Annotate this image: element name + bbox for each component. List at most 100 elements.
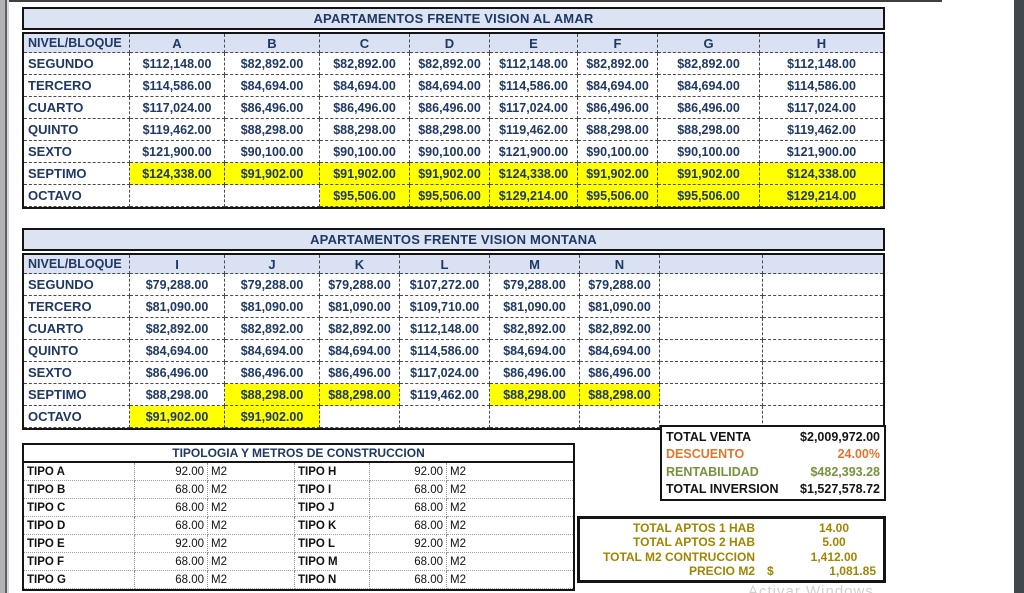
price-cell[interactable]: $88,298.00 (320, 384, 400, 406)
col-header-J[interactable]: J (225, 255, 320, 274)
price-cell[interactable]: $95,506.00 (410, 185, 490, 207)
price-cell[interactable] (490, 406, 580, 428)
col-header-I[interactable]: I (130, 255, 225, 274)
price-cell[interactable]: $84,694.00 (658, 75, 760, 97)
units-value[interactable]: 14.00 (818, 520, 850, 535)
tipo-m2-unit[interactable]: M2 (208, 535, 295, 553)
price-cell[interactable]: $84,694.00 (225, 75, 320, 97)
price-cell[interactable]: $82,892.00 (578, 53, 658, 75)
tipo-m2-value[interactable]: 92.00 (135, 463, 208, 481)
price-cell[interactable]: $121,900.00 (130, 141, 225, 163)
price-cell[interactable]: $86,496.00 (320, 362, 400, 384)
price-cell[interactable]: $119,462.00 (490, 119, 578, 141)
col-header-K[interactable]: K (320, 255, 400, 274)
price-cell[interactable]: $82,892.00 (580, 318, 660, 340)
tipo-m2-value[interactable]: 68.00 (135, 499, 208, 517)
price-cell[interactable]: $84,694.00 (490, 340, 580, 362)
tipo-m2-unit[interactable]: M2 (208, 553, 295, 571)
price-cell[interactable]: $91,902.00 (578, 163, 658, 185)
tipo-m2-unit[interactable]: M2 (208, 571, 295, 589)
price-cell[interactable]: $91,902.00 (225, 163, 320, 185)
price-cell[interactable]: $84,694.00 (580, 340, 660, 362)
col-header-C[interactable]: C (320, 34, 410, 53)
financial-label[interactable]: DESCUENTO (666, 447, 745, 462)
units-value[interactable]: 5.00 (822, 535, 846, 550)
tipo-label[interactable]: TIPO L (295, 535, 370, 553)
units-label[interactable]: TOTAL APTOS 1 HAB (632, 520, 755, 535)
price-cell[interactable]: $84,694.00 (320, 340, 400, 362)
price-cell[interactable]: $124,338.00 (130, 163, 225, 185)
row-label[interactable]: CUARTO (24, 318, 130, 340)
price-cell[interactable]: $95,506.00 (578, 185, 658, 207)
tipo-label[interactable]: TIPO K (295, 517, 370, 535)
price-cell[interactable]: $112,148.00 (130, 53, 225, 75)
price-cell[interactable]: $82,892.00 (490, 318, 580, 340)
tipo-m2-value[interactable]: 68.00 (370, 553, 447, 571)
price-cell[interactable]: $88,298.00 (320, 119, 410, 141)
price-cell[interactable]: $86,496.00 (490, 362, 580, 384)
tipo-label[interactable]: TIPO M (295, 553, 370, 571)
price-cell[interactable]: $81,090.00 (320, 296, 400, 318)
price-cell[interactable] (400, 406, 490, 428)
price-cell[interactable]: $117,024.00 (490, 97, 578, 119)
price-cell[interactable]: $79,288.00 (490, 274, 580, 296)
corner-header[interactable]: NIVEL/BLOQUE (24, 34, 130, 53)
col-header-B[interactable]: B (225, 34, 320, 53)
price-cell[interactable]: $91,902.00 (225, 406, 320, 428)
col-header-empty[interactable] (660, 255, 763, 274)
tipo-m2-unit[interactable]: M2 (447, 535, 573, 553)
price-cell[interactable] (660, 274, 763, 296)
price-cell[interactable]: $91,902.00 (130, 406, 225, 428)
price-cell[interactable]: $86,496.00 (580, 362, 660, 384)
price-cell[interactable]: $84,694.00 (320, 75, 410, 97)
price-cell[interactable] (763, 274, 883, 296)
price-cell[interactable]: $112,148.00 (400, 318, 490, 340)
tipo-label[interactable]: TIPO B (24, 481, 135, 499)
price-cell[interactable]: $81,090.00 (225, 296, 320, 318)
price-cell[interactable]: $79,288.00 (225, 274, 320, 296)
price-cell[interactable] (320, 406, 400, 428)
tipo-m2-unit[interactable]: M2 (447, 499, 573, 517)
price-cell[interactable]: $86,496.00 (320, 97, 410, 119)
price-cell[interactable] (660, 296, 763, 318)
row-label[interactable]: OCTAVO (24, 406, 130, 428)
price-cell[interactable]: $107,272.00 (400, 274, 490, 296)
price-cell[interactable]: $84,694.00 (130, 340, 225, 362)
price-cell[interactable]: $82,892.00 (410, 53, 490, 75)
units-currency[interactable]: $ (767, 564, 774, 579)
tipo-label[interactable]: TIPO H (295, 463, 370, 481)
tipo-label[interactable]: TIPO C (24, 499, 135, 517)
price-cell[interactable] (763, 362, 883, 384)
units-value[interactable]: 1,412.00 (810, 549, 858, 564)
tipo-m2-unit[interactable]: M2 (208, 517, 295, 535)
row-label[interactable]: SEGUNDO (24, 274, 130, 296)
price-cell[interactable]: $121,900.00 (760, 141, 883, 163)
price-cell[interactable]: $88,298.00 (225, 119, 320, 141)
price-cell[interactable]: $114,586.00 (760, 75, 883, 97)
price-cell[interactable]: $86,496.00 (225, 97, 320, 119)
price-cell[interactable]: $90,100.00 (320, 141, 410, 163)
tipo-m2-value[interactable]: 68.00 (370, 517, 447, 535)
financial-value[interactable]: 24.00% (837, 447, 880, 462)
price-cell[interactable]: $124,338.00 (760, 163, 883, 185)
price-cell[interactable]: $90,100.00 (410, 141, 490, 163)
tipo-m2-unit[interactable]: M2 (208, 463, 295, 481)
tipo-m2-value[interactable]: 68.00 (135, 517, 208, 535)
tipo-m2-value[interactable]: 92.00 (370, 463, 447, 481)
price-cell[interactable]: $79,288.00 (130, 274, 225, 296)
tipo-m2-unit[interactable]: M2 (208, 481, 295, 499)
price-cell[interactable]: $129,214.00 (760, 185, 883, 207)
price-cell[interactable]: $82,892.00 (130, 318, 225, 340)
financial-label[interactable]: TOTAL INVERSION (666, 482, 779, 497)
price-cell[interactable]: $119,462.00 (760, 119, 883, 141)
price-cell[interactable]: $114,586.00 (400, 340, 490, 362)
price-cell[interactable]: $86,496.00 (130, 362, 225, 384)
price-cell[interactable]: $117,024.00 (130, 97, 225, 119)
tipo-m2-unit[interactable]: M2 (447, 481, 573, 499)
price-cell[interactable]: $91,902.00 (658, 163, 760, 185)
tipo-label[interactable]: TIPO I (295, 481, 370, 499)
price-cell[interactable] (660, 362, 763, 384)
financial-value[interactable]: $1,527,578.72 (800, 482, 880, 497)
tipo-m2-value[interactable]: 68.00 (135, 481, 208, 499)
price-cell[interactable] (763, 318, 883, 340)
